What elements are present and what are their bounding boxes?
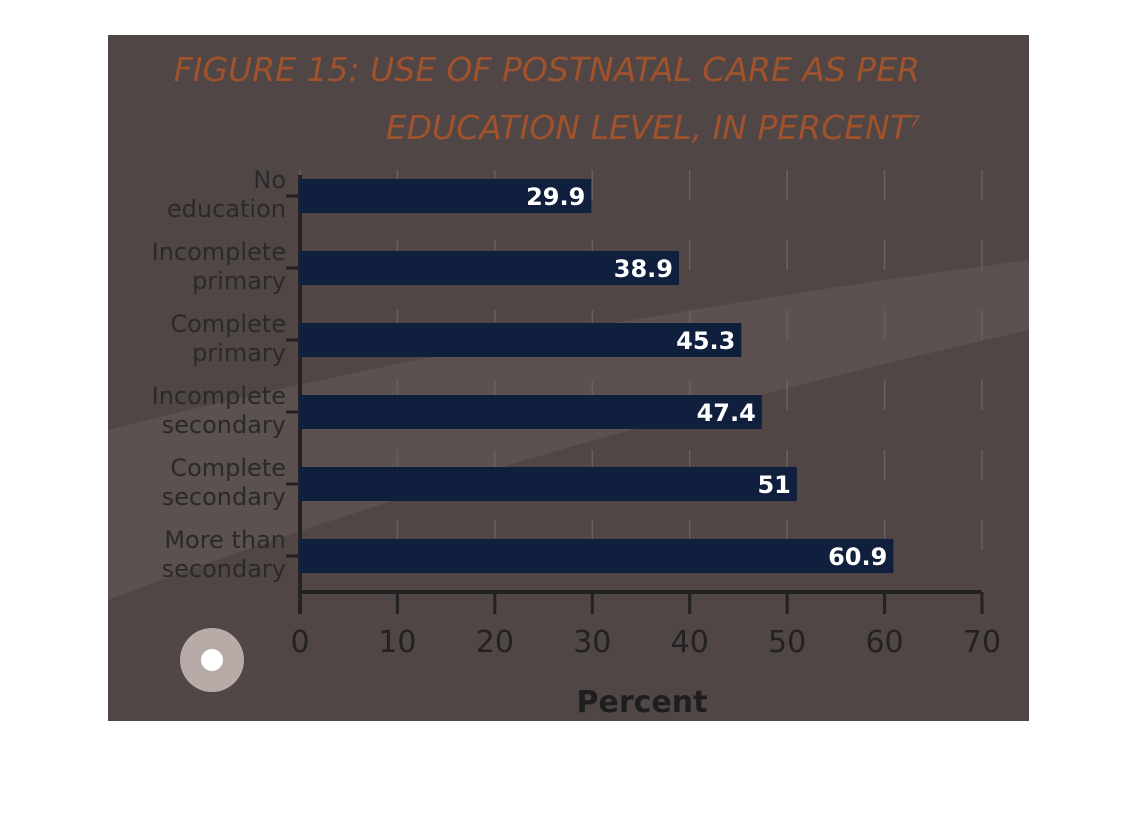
chart-title: FIGURE 15: USE OF POSTNATAL CARE AS PER …: [140, 44, 920, 154]
x-tick-label: 0: [290, 625, 309, 660]
data-label: 45.3: [676, 327, 735, 355]
y-tick-label: Complete secondary: [161, 454, 286, 511]
y-tick-label: No education: [166, 166, 286, 223]
data-label: 47.4: [697, 399, 756, 427]
x-tick-label: 50: [768, 625, 806, 660]
y-tick-label: More than secondary: [161, 526, 286, 583]
x-tick-label: 70: [963, 625, 1001, 660]
data-label: 60.9: [828, 543, 887, 571]
title-text: FIGURE 15: USE OF POSTNATAL CARE AS PER …: [173, 50, 920, 147]
bar: [300, 395, 762, 429]
y-tick-label: Incomplete secondary: [151, 382, 286, 439]
y-tick-label: Complete primary: [170, 310, 286, 367]
footnote-mark: 7: [909, 112, 920, 131]
x-axis-label: Percent: [577, 685, 708, 720]
x-tick-label: 40: [671, 625, 709, 660]
x-tick-label: 30: [573, 625, 611, 660]
bar: [300, 467, 797, 501]
x-tick-label: 60: [865, 625, 903, 660]
y-tick-label: Incomplete primary: [151, 238, 286, 295]
x-tick-label: 10: [378, 625, 416, 660]
data-label: 29.9: [526, 183, 585, 211]
data-label: 38.9: [614, 255, 673, 283]
backdrop: [108, 260, 1029, 600]
bar: [300, 323, 742, 357]
decor: [201, 649, 223, 671]
x-tick-label: 20: [476, 625, 514, 660]
bar: [300, 251, 679, 285]
bar: [300, 539, 894, 573]
data-label: 51: [757, 471, 790, 499]
bar: [300, 179, 592, 213]
